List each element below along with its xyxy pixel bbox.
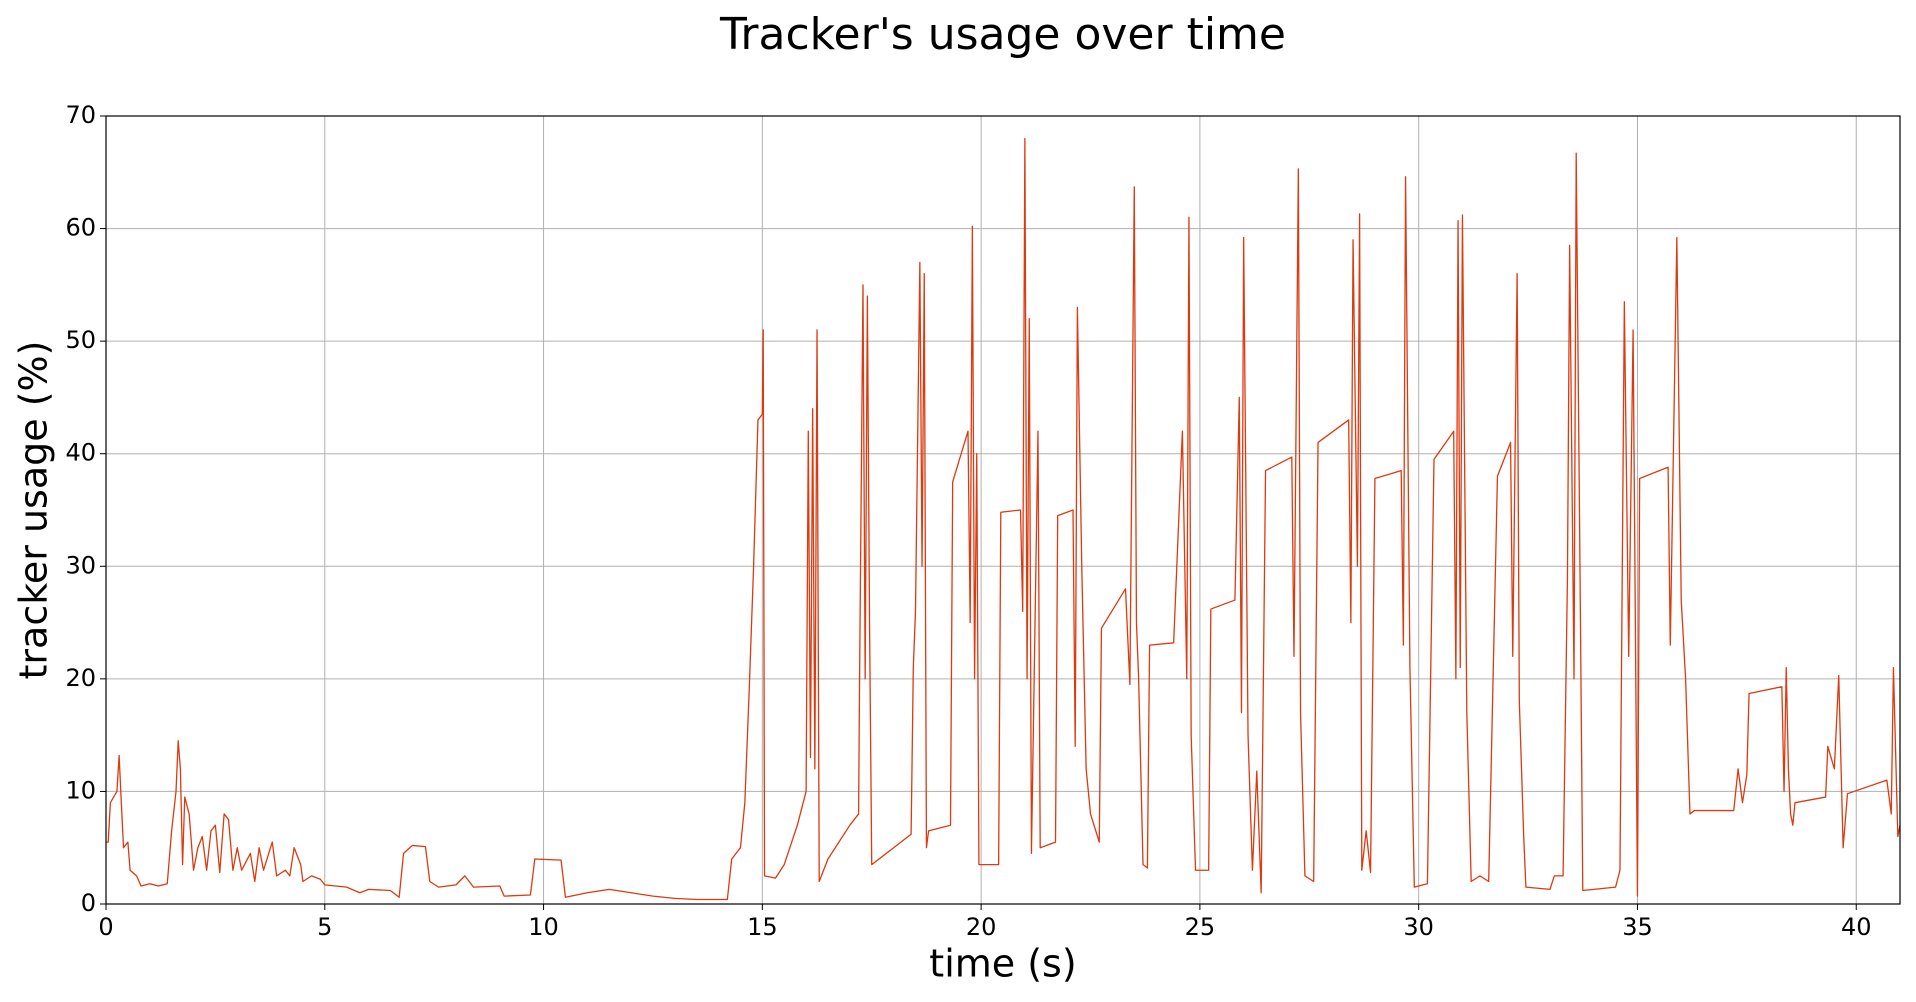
data-line <box>106 137 1901 901</box>
x-tick-label: 20 <box>966 913 997 941</box>
x-tick-label: 25 <box>1185 913 1216 941</box>
chart-title: Tracker's usage over time <box>719 9 1286 60</box>
y-tick-label: 40 <box>65 439 96 467</box>
x-axis-label: time (s) <box>929 942 1076 986</box>
plot-frame <box>105 115 1901 905</box>
x-tick-label: 40 <box>1841 913 1872 941</box>
y-tick-label: 50 <box>65 326 96 354</box>
y-tick-label: 70 <box>65 101 96 129</box>
y-axis-label: tracker usage (%) <box>12 341 56 680</box>
y-tick-label: 60 <box>65 214 96 242</box>
x-tick-label: 5 <box>317 913 332 941</box>
x-tick-label: 0 <box>98 913 113 941</box>
x-tick-label: 30 <box>1403 913 1434 941</box>
x-tick-label: 15 <box>747 913 778 941</box>
y-tick-label: 30 <box>65 551 96 579</box>
y-tick-label: 20 <box>65 664 96 692</box>
y-tick-label: 0 <box>81 889 96 917</box>
y-tick-label: 10 <box>65 776 96 804</box>
x-tick-label: 35 <box>1622 913 1653 941</box>
x-tick-label: 10 <box>528 913 559 941</box>
